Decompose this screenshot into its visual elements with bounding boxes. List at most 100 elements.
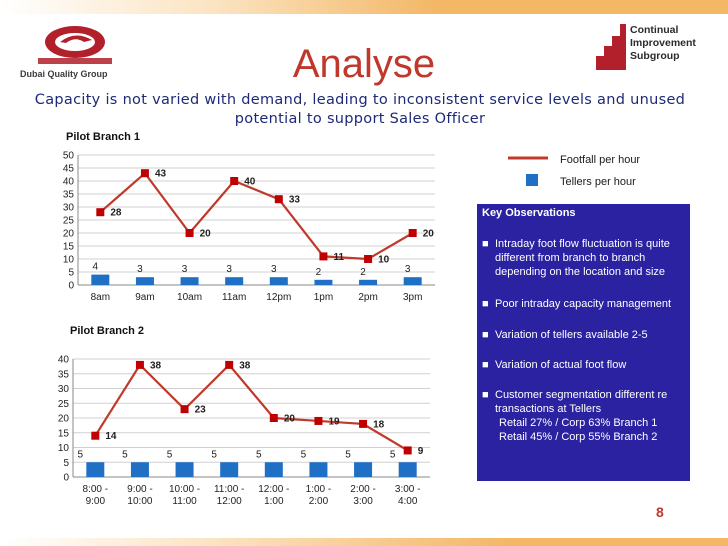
y-tick-label: 5 bbox=[68, 268, 74, 279]
observation-item: ■ Poor intraday capacity management bbox=[482, 297, 688, 311]
line-data-label: 38 bbox=[150, 360, 162, 371]
y-tick-label: 10 bbox=[58, 443, 70, 454]
y-tick-label: 25 bbox=[58, 399, 70, 410]
bar-data-label: 3 bbox=[137, 264, 143, 275]
bar-data-label: 5 bbox=[211, 449, 217, 460]
x-tick-label: 8am bbox=[91, 292, 110, 303]
cis-line3: Subgroup bbox=[630, 50, 680, 62]
teller-bar bbox=[175, 462, 194, 477]
bar-data-label: 5 bbox=[122, 449, 128, 460]
footfall-point bbox=[140, 169, 149, 178]
y-tick-label: 30 bbox=[58, 384, 70, 395]
footfall-point bbox=[185, 229, 194, 237]
bullet-icon: ■ bbox=[482, 238, 489, 250]
line-data-label: 28 bbox=[110, 208, 122, 219]
bottom-decor-band bbox=[0, 538, 728, 546]
bar-data-label: 3 bbox=[405, 264, 411, 275]
key-observations-heading: Key Observations bbox=[482, 207, 576, 219]
chart-title: Pilot Branch 2 bbox=[70, 325, 144, 337]
line-data-label: 10 bbox=[378, 255, 390, 266]
x-tick-label: 2:00 - bbox=[350, 484, 376, 495]
y-tick-label: 40 bbox=[63, 177, 75, 188]
observation-text: Poor intraday capacity management bbox=[495, 298, 672, 310]
x-tick-label: 9am bbox=[135, 292, 154, 303]
line-data-label: 43 bbox=[155, 169, 167, 180]
bullet-icon: ■ bbox=[482, 359, 489, 371]
line-data-label: 20 bbox=[423, 229, 435, 240]
dubai-quality-group-logo: Dubai Quality Group bbox=[20, 20, 130, 80]
dqg-logo-icon: Dubai Quality Group bbox=[20, 26, 112, 79]
x-tick-label: 12:00 - bbox=[258, 484, 289, 495]
x-tick-label: 9:00 bbox=[86, 496, 106, 507]
chart-title: Pilot Branch 1 bbox=[66, 131, 140, 143]
line-data-label: 11 bbox=[333, 252, 344, 263]
bar-data-label: 5 bbox=[345, 449, 351, 460]
x-tick-label: 3:00 - bbox=[395, 484, 421, 495]
line-data-label: 23 bbox=[195, 405, 207, 416]
y-tick-label: 10 bbox=[63, 255, 75, 266]
y-tick-label: 5 bbox=[63, 458, 69, 469]
bullet-icon: ■ bbox=[482, 389, 489, 401]
footfall-point bbox=[91, 431, 100, 440]
x-tick-label: 10:00 bbox=[127, 496, 152, 507]
teller-bar bbox=[86, 462, 105, 477]
y-tick-label: 0 bbox=[63, 473, 69, 484]
x-tick-label: 8:00 - bbox=[83, 484, 109, 495]
x-tick-label: 11:00 - bbox=[214, 484, 244, 495]
line-data-label: 18 bbox=[373, 419, 385, 430]
x-tick-label: 2:00 bbox=[309, 496, 329, 507]
y-tick-label: 30 bbox=[63, 203, 75, 214]
teller-bar bbox=[91, 274, 110, 285]
teller-bar bbox=[135, 277, 154, 285]
line-data-label: 20 bbox=[284, 414, 296, 425]
slide-subtitle: Capacity is not varied with demand, lead… bbox=[34, 92, 686, 127]
footfall-point bbox=[319, 252, 328, 261]
footfall-point bbox=[269, 414, 278, 422]
x-tick-label: 1:00 bbox=[264, 496, 284, 507]
teller-bar bbox=[403, 277, 422, 285]
observation-text: Intraday foot flow fluctuation is quite … bbox=[495, 238, 670, 278]
x-tick-label: 2pm bbox=[358, 292, 377, 303]
bullet-icon: ■ bbox=[482, 329, 489, 341]
bar-data-label: 5 bbox=[78, 449, 84, 460]
line-data-label: 40 bbox=[244, 177, 256, 188]
teller-bar bbox=[220, 462, 239, 477]
x-tick-label: 12pm bbox=[266, 292, 291, 303]
bar-data-label: 3 bbox=[271, 264, 277, 275]
observation-item: ■ Intraday foot flow fluctuation is quit… bbox=[482, 237, 688, 279]
observation-text: Variation of actual foot flow bbox=[495, 359, 627, 371]
bar-data-label: 5 bbox=[301, 449, 307, 460]
footfall-point bbox=[314, 416, 323, 425]
line-data-label: 38 bbox=[239, 360, 251, 371]
teller-bar bbox=[269, 277, 288, 285]
cis-logo: Continual Improvement Subgroup bbox=[594, 16, 714, 76]
line-data-label: 9 bbox=[418, 446, 424, 457]
footfall-point bbox=[364, 255, 373, 263]
y-tick-label: 15 bbox=[63, 242, 75, 253]
x-tick-label: 10:00 - bbox=[169, 484, 200, 495]
teller-bar bbox=[225, 277, 244, 285]
y-tick-label: 20 bbox=[58, 414, 70, 425]
y-tick-label: 35 bbox=[63, 190, 75, 201]
footfall-point bbox=[359, 419, 368, 428]
footfall-point bbox=[135, 360, 144, 369]
bar-data-label: 4 bbox=[93, 262, 99, 273]
observation-text: Variation of tellers available 2-5 bbox=[495, 329, 648, 341]
top-decor-band bbox=[0, 0, 728, 14]
bar-data-label: 3 bbox=[226, 264, 232, 275]
y-tick-label: 20 bbox=[63, 229, 75, 240]
y-tick-label: 45 bbox=[63, 164, 75, 175]
footfall-point bbox=[403, 446, 412, 455]
x-tick-label: 3:00 bbox=[353, 496, 373, 507]
cis-line2: Improvement bbox=[630, 37, 696, 49]
line-data-label: 33 bbox=[289, 195, 301, 206]
slide-title: Analyse bbox=[292, 42, 436, 86]
legend-bar-swatch bbox=[526, 174, 538, 186]
y-tick-label: 25 bbox=[63, 216, 75, 227]
y-tick-label: 50 bbox=[63, 151, 75, 162]
x-tick-label: 10am bbox=[177, 292, 202, 303]
footfall-point bbox=[96, 208, 105, 217]
teller-bar bbox=[398, 462, 417, 477]
